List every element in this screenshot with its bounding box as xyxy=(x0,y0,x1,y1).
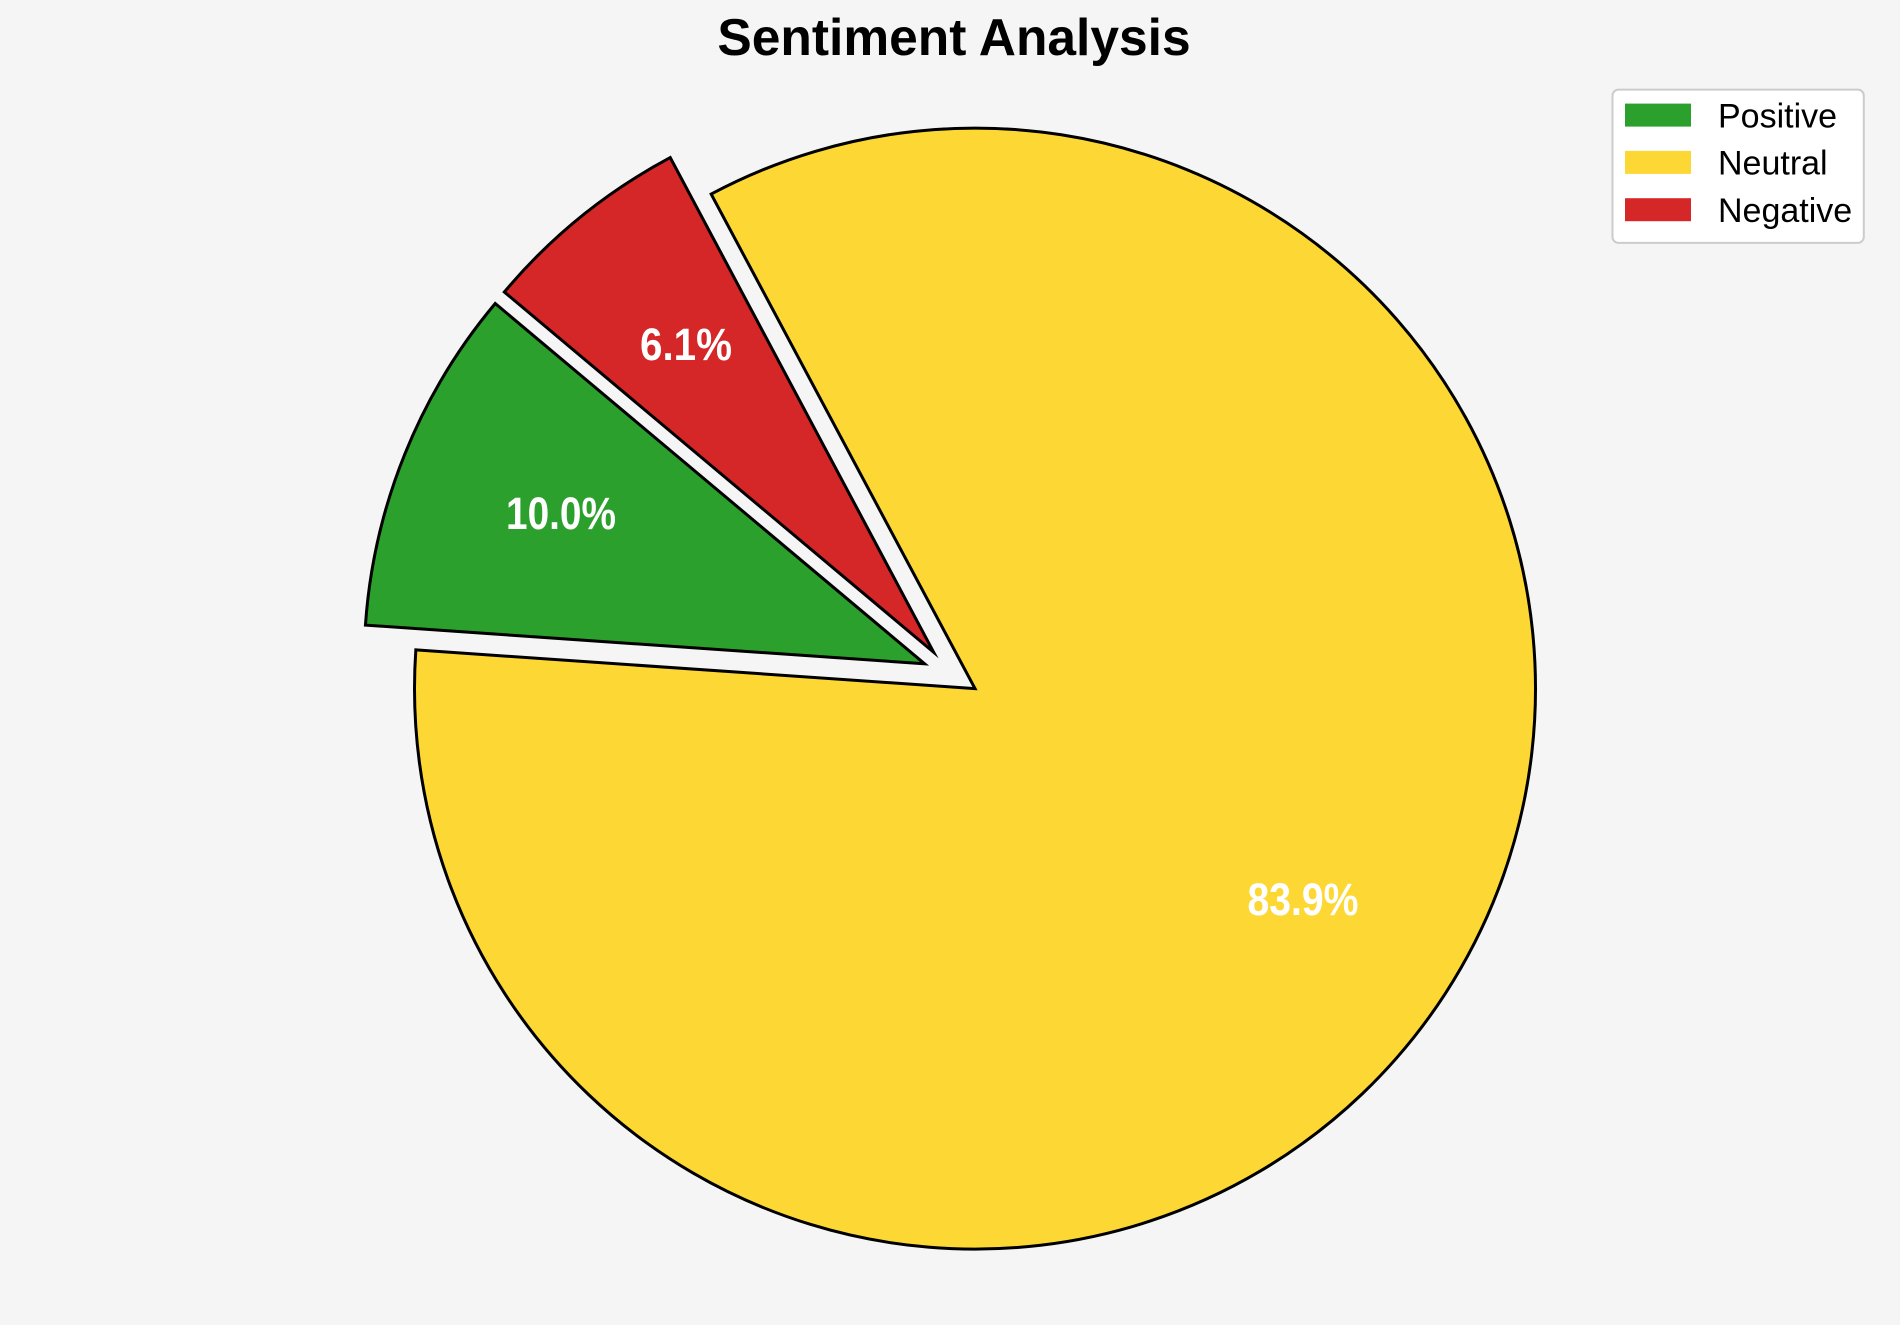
svg-text:Neutral: Neutral xyxy=(1718,145,1828,183)
svg-text:Sentiment Analysis: Sentiment Analysis xyxy=(717,8,1190,66)
svg-text:6.1%: 6.1% xyxy=(640,319,732,370)
svg-text:Negative: Negative xyxy=(1718,192,1852,230)
svg-text:10.0%: 10.0% xyxy=(506,488,616,539)
svg-text:Positive: Positive xyxy=(1718,97,1837,135)
svg-text:83.9%: 83.9% xyxy=(1248,874,1359,925)
